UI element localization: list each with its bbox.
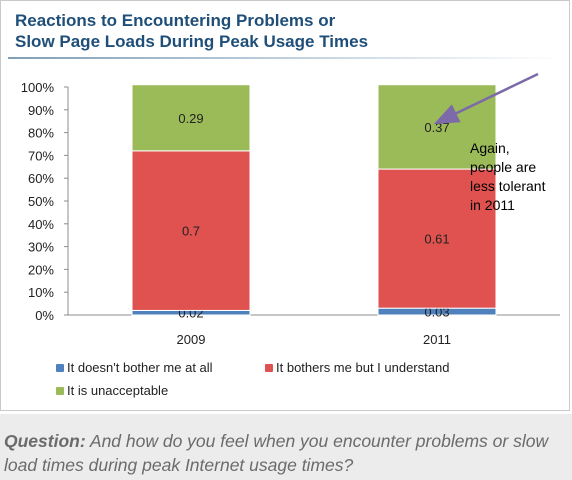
question-text: Question: And how do you feel when you e… xyxy=(4,429,570,477)
data-label: 0.61 xyxy=(424,232,449,247)
y-tick-label: 0% xyxy=(35,308,54,323)
question-body: And how do you feel when you encounter p… xyxy=(4,431,549,475)
question-label: Question: xyxy=(4,431,86,451)
data-label: 0.7 xyxy=(182,224,200,239)
y-tick-label: 70% xyxy=(28,148,54,163)
legend-swatch-green xyxy=(56,387,64,395)
annotation-line-1: Again, xyxy=(470,140,510,156)
annotation-line-3: less tolerant xyxy=(470,178,546,194)
bar-segment xyxy=(377,168,497,309)
bar-segment xyxy=(131,150,251,311)
y-tick-label: 40% xyxy=(28,217,54,232)
x-tick-label: 2011 xyxy=(423,332,451,347)
y-tick-label: 60% xyxy=(28,171,54,186)
legend-item-unacceptable: It is unacceptable xyxy=(56,383,168,398)
legend-label: It bothers me but I understand xyxy=(276,360,450,375)
y-tick-label: 30% xyxy=(28,240,54,255)
annotation-line-2: people are xyxy=(470,159,537,175)
bar-segment xyxy=(131,84,251,152)
y-tick-label: 80% xyxy=(28,126,54,141)
x-tick-label: 2009 xyxy=(177,332,206,347)
legend-item-doesnt-bother: It doesn't bother me at all xyxy=(56,360,213,375)
chart-title-line-1: Reactions to Encountering Problems or xyxy=(15,11,336,30)
data-label: 0.29 xyxy=(178,111,203,126)
stacked-bar-chart: 0%10%20%30%40%50%60%70%80%90%100%0.020.7… xyxy=(21,72,560,347)
y-tick-label: 20% xyxy=(28,262,54,277)
legend-item-bothers-understand: It bothers me but I understand xyxy=(265,360,449,375)
annotation-text: Again, people are less tolerant in 2011 xyxy=(470,139,562,215)
legend-swatch-blue xyxy=(56,364,64,372)
y-tick-label: 90% xyxy=(28,103,54,118)
annotation-line-4: in 2011 xyxy=(470,197,515,213)
y-tick-label: 100% xyxy=(21,80,55,95)
legend-swatch-red xyxy=(265,364,273,372)
title-underline xyxy=(8,57,563,59)
chart-title-line-2: Slow Page Loads During Peak Usage Times xyxy=(15,32,369,51)
bar-segment xyxy=(377,84,497,170)
legend-label: It is unacceptable xyxy=(67,383,169,398)
question-footer xyxy=(0,414,572,480)
y-tick-label: 10% xyxy=(28,285,54,300)
chart-title: Reactions to Encountering Problems or Sl… xyxy=(15,10,368,52)
legend-label: It doesn't bother me at all xyxy=(67,360,213,375)
annotation-arrow xyxy=(433,72,539,125)
y-tick-label: 50% xyxy=(28,194,54,209)
